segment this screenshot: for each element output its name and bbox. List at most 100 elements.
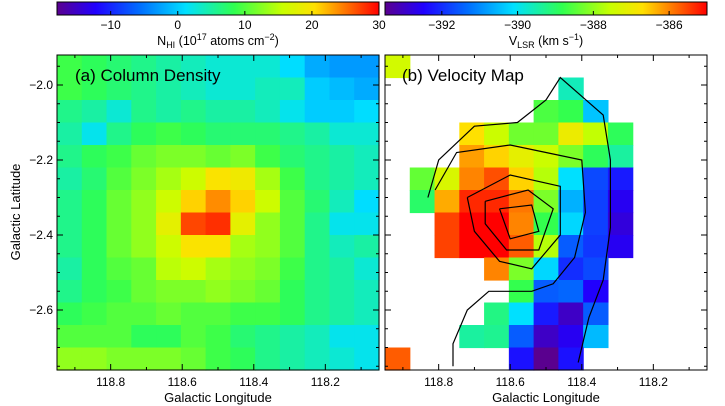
heatmap-cell <box>607 145 634 169</box>
heatmap-cell <box>57 280 83 304</box>
heatmap-cell <box>131 257 157 281</box>
panel-a: −10 0 10 20 30 NHI (1017 atoms cm−2) 118.8 11… <box>8 1 386 405</box>
heatmap-cell <box>607 167 634 191</box>
heatmap-cell <box>255 77 281 101</box>
heatmap-cell <box>131 167 157 191</box>
heatmap-cell <box>156 347 182 371</box>
heatmap-cell <box>583 190 609 214</box>
heatmap-cell <box>81 257 108 281</box>
heatmap-cell <box>230 190 256 214</box>
heatmap-cell <box>106 280 132 304</box>
heatmap-cell <box>205 100 231 124</box>
heatmap-cell <box>180 145 207 169</box>
heatmap-cell <box>230 55 256 79</box>
heatmap-cell <box>508 257 535 281</box>
heatmap-cell <box>57 122 83 146</box>
heatmap-cell <box>156 235 182 259</box>
x-tick-label: 118.4 <box>567 375 596 389</box>
heatmap-cell <box>81 167 108 191</box>
heatmap-cell <box>279 280 306 304</box>
heatmap-cell <box>180 235 207 259</box>
contour-line <box>466 174 561 270</box>
heatmap-cell <box>106 77 132 101</box>
heatmap-cell <box>205 77 231 101</box>
heatmap-cell <box>329 302 355 326</box>
heatmap-cell <box>106 347 132 371</box>
heatmap-cell <box>106 145 132 169</box>
heatmap-cell <box>533 167 559 191</box>
heatmap-cell <box>583 325 609 349</box>
heatmap-cell <box>304 167 331 191</box>
heatmap-cell <box>57 77 83 101</box>
heatmap-cell <box>156 212 182 236</box>
heatmap-cell <box>131 235 157 259</box>
heatmap-cell <box>329 167 355 191</box>
heatmap-cell <box>57 55 83 79</box>
heatmap-cell <box>354 257 380 281</box>
heatmap-cell <box>304 190 331 214</box>
heatmap-cell <box>156 167 182 191</box>
heatmap-cell <box>230 167 256 191</box>
plot-a-axes: 118.8 118.6 118.4 118.2 −2.0 −2.2 −2.4 −2.6 <box>29 55 379 389</box>
heatmap-cell <box>558 235 584 259</box>
heatmap-cell <box>205 280 231 304</box>
heatmap-cell <box>459 167 485 191</box>
heatmap-cell <box>131 122 157 146</box>
heatmap-cell <box>304 77 331 101</box>
heatmap-cell <box>583 167 609 191</box>
heatmap-cell <box>558 212 584 236</box>
heatmap-cell <box>255 212 281 236</box>
heatmap-cell <box>57 145 83 169</box>
heatmap-cell <box>180 167 207 191</box>
y-tick-label: −2.6 <box>29 303 53 317</box>
heatmap-cell <box>533 257 559 281</box>
heatmap-cell <box>354 145 380 169</box>
colorbar-a-bar <box>56 1 380 16</box>
heatmap-cell <box>81 122 108 146</box>
heatmap-cell <box>329 212 355 236</box>
heatmap-cell <box>156 302 182 326</box>
heatmap-cell <box>81 212 108 236</box>
colorbar-tick-label: −386 <box>656 18 683 32</box>
heatmap-cell <box>180 302 207 326</box>
heatmap-cell <box>533 190 559 214</box>
heatmap-cell <box>106 325 132 349</box>
heatmap-cell <box>156 122 182 146</box>
heatmap-cell <box>106 55 132 79</box>
heatmap-cell <box>279 167 306 191</box>
heatmap-cell <box>583 302 609 326</box>
heatmap-cell <box>81 302 108 326</box>
heatmap-cell <box>304 55 331 79</box>
heatmap-cell <box>180 257 207 281</box>
heatmap-cell <box>533 347 559 371</box>
heatmap-cell <box>255 55 281 79</box>
heatmap-cell <box>558 122 584 146</box>
heatmap-cell <box>57 235 83 259</box>
heatmap-cell <box>205 122 231 146</box>
contour-line <box>484 189 554 251</box>
heatmap-cell <box>434 235 460 259</box>
heatmap-cell <box>558 100 584 124</box>
heatmap-cell <box>57 167 83 191</box>
heatmap-cell <box>106 235 132 259</box>
heatmap-cell <box>508 302 535 326</box>
heatmap-cell <box>255 325 281 349</box>
heatmap-cell <box>131 100 157 124</box>
heatmap-cell <box>484 212 510 236</box>
heatmap-cell <box>484 235 510 259</box>
heatmap-cell <box>81 55 108 79</box>
heatmap-cell <box>329 100 355 124</box>
heatmap-cell <box>205 325 231 349</box>
heatmap-cell <box>354 190 380 214</box>
heatmap-cell <box>354 55 380 79</box>
heatmap-cell <box>304 122 331 146</box>
heatmap-cell <box>583 280 609 304</box>
heatmap-cell <box>230 302 256 326</box>
y-tick-label: −2.4 <box>29 228 53 242</box>
heatmap-cell <box>230 212 256 236</box>
heatmap-cell <box>131 145 157 169</box>
heatmap-cell <box>279 235 306 259</box>
colorbar-tick-label: 0 <box>174 18 181 32</box>
heatmap-cell <box>156 145 182 169</box>
heatmap-cell <box>354 77 380 101</box>
